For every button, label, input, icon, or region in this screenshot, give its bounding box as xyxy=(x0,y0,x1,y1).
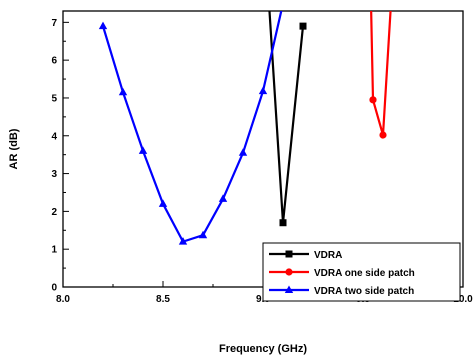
data-point xyxy=(218,194,228,202)
legend-label: VDRA two side patch xyxy=(314,286,414,297)
x-tick-label: 8.0 xyxy=(56,294,70,305)
data-point xyxy=(198,230,208,239)
data-point xyxy=(158,199,168,207)
y-tick-label: 4 xyxy=(51,131,57,142)
x-axis-label: Frequency (GHz) xyxy=(219,343,307,355)
x-tick-label: 8.5 xyxy=(156,294,170,305)
y-tick-label: 7 xyxy=(51,18,57,29)
y-tick-label: 3 xyxy=(51,169,57,180)
y-tick-label: 2 xyxy=(51,207,57,218)
series-line xyxy=(370,11,392,137)
legend-marker xyxy=(284,285,294,293)
legend-label: VDRA xyxy=(314,250,342,261)
data-point xyxy=(98,21,108,30)
data-point xyxy=(138,146,148,154)
y-tick-label: 6 xyxy=(51,56,57,67)
legend: VDRA VDRA one side patch VDRA two side pat… xyxy=(262,242,461,302)
series-2 xyxy=(369,11,392,139)
x-tick-label: 10.0 xyxy=(453,294,473,305)
series-layer xyxy=(98,11,392,245)
legend-marker xyxy=(285,250,293,258)
y-tick-label: 5 xyxy=(51,93,57,104)
y-tick-label: 1 xyxy=(51,245,57,256)
series-line xyxy=(101,11,283,243)
series-3 xyxy=(98,11,283,245)
data-point xyxy=(258,86,268,95)
data-point xyxy=(299,22,307,30)
data-point xyxy=(238,148,248,156)
y-tick-label: 0 xyxy=(51,283,57,294)
data-point xyxy=(118,87,128,96)
y-axis-label: AR (dB) xyxy=(8,128,20,169)
legend-label: VDRA one side patch xyxy=(314,268,415,279)
data-point xyxy=(178,237,188,245)
series-1 xyxy=(268,11,307,227)
data-point xyxy=(379,131,387,139)
data-point xyxy=(279,219,287,227)
legend-marker xyxy=(285,268,293,276)
series-line xyxy=(268,11,305,224)
data-point xyxy=(369,96,377,104)
